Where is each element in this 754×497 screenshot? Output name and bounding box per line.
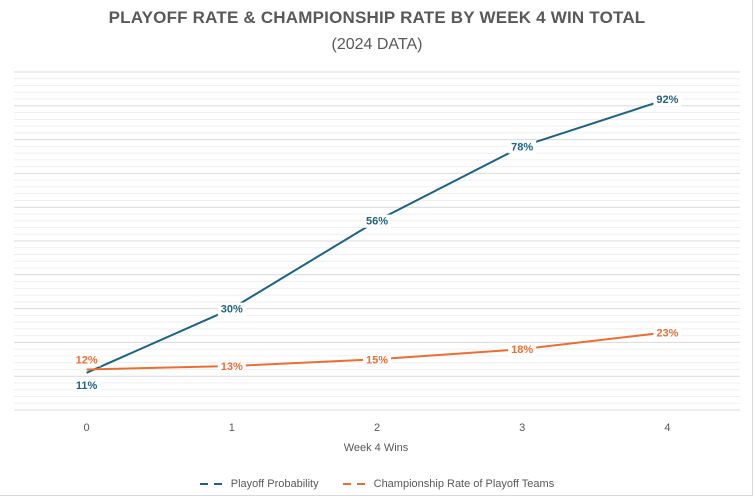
x-tick-label: 1	[229, 422, 235, 434]
data-label-group: 12%	[72, 353, 101, 367]
data-label: 92%	[656, 94, 678, 106]
data-label: 78%	[511, 141, 533, 153]
legend: Playoff Probability Championship Rate of…	[0, 478, 754, 490]
legend-label: Championship Rate of Playoff Teams	[373, 478, 555, 490]
data-label-group: 23%	[653, 326, 682, 340]
data-label: 11%	[76, 380, 98, 392]
legend-item-playoff[interactable]: Playoff Probability	[199, 478, 319, 490]
data-label-background	[363, 353, 391, 367]
data-label-background	[653, 326, 682, 340]
x-tick-label: 4	[664, 422, 670, 434]
data-label: 15%	[366, 354, 388, 366]
data-label-group: 13%	[217, 360, 246, 374]
x-tick-label: 3	[519, 422, 525, 434]
legend-label: Playoff Probability	[230, 478, 319, 490]
data-label-background	[363, 214, 391, 228]
x-tick-label: 0	[84, 422, 90, 434]
legend-swatch-icon	[342, 483, 371, 485]
data-label: 23%	[656, 327, 678, 339]
data-label-group: 56%	[363, 214, 391, 228]
legend-item-championship[interactable]: Championship Rate of Playoff Teams	[342, 478, 555, 490]
x-tick-label: 2	[374, 422, 380, 434]
data-label-background	[653, 93, 682, 107]
data-label: 30%	[221, 304, 243, 316]
data-label-group: 78%	[508, 140, 537, 154]
data-label: 13%	[221, 361, 243, 373]
data-label: 18%	[511, 344, 533, 356]
data-label-background	[508, 343, 537, 357]
chart-title: PLAYOFF RATE & CHAMPIONSHIP RATE BY WEEK…	[108, 8, 646, 27]
data-label-background	[508, 140, 537, 154]
series-line-0	[86, 98, 668, 374]
data-label-background	[72, 353, 101, 367]
data-label-group: 18%	[508, 343, 537, 357]
data-label: 56%	[366, 216, 388, 228]
data-label-background	[217, 360, 246, 374]
data-label-group: 30%	[217, 302, 246, 316]
data-label-group: 11%	[72, 378, 101, 392]
chart-subtitle: (2024 DATA)	[331, 36, 423, 53]
data-label: 12%	[76, 354, 98, 366]
legend-swatch-icon	[199, 483, 228, 485]
data-label-group: 92%	[653, 93, 682, 107]
data-label-group: 15%	[363, 353, 391, 367]
data-label-background	[217, 302, 246, 316]
x-axis-title: Week 4 Wins	[344, 442, 409, 454]
data-label-background	[72, 378, 101, 392]
